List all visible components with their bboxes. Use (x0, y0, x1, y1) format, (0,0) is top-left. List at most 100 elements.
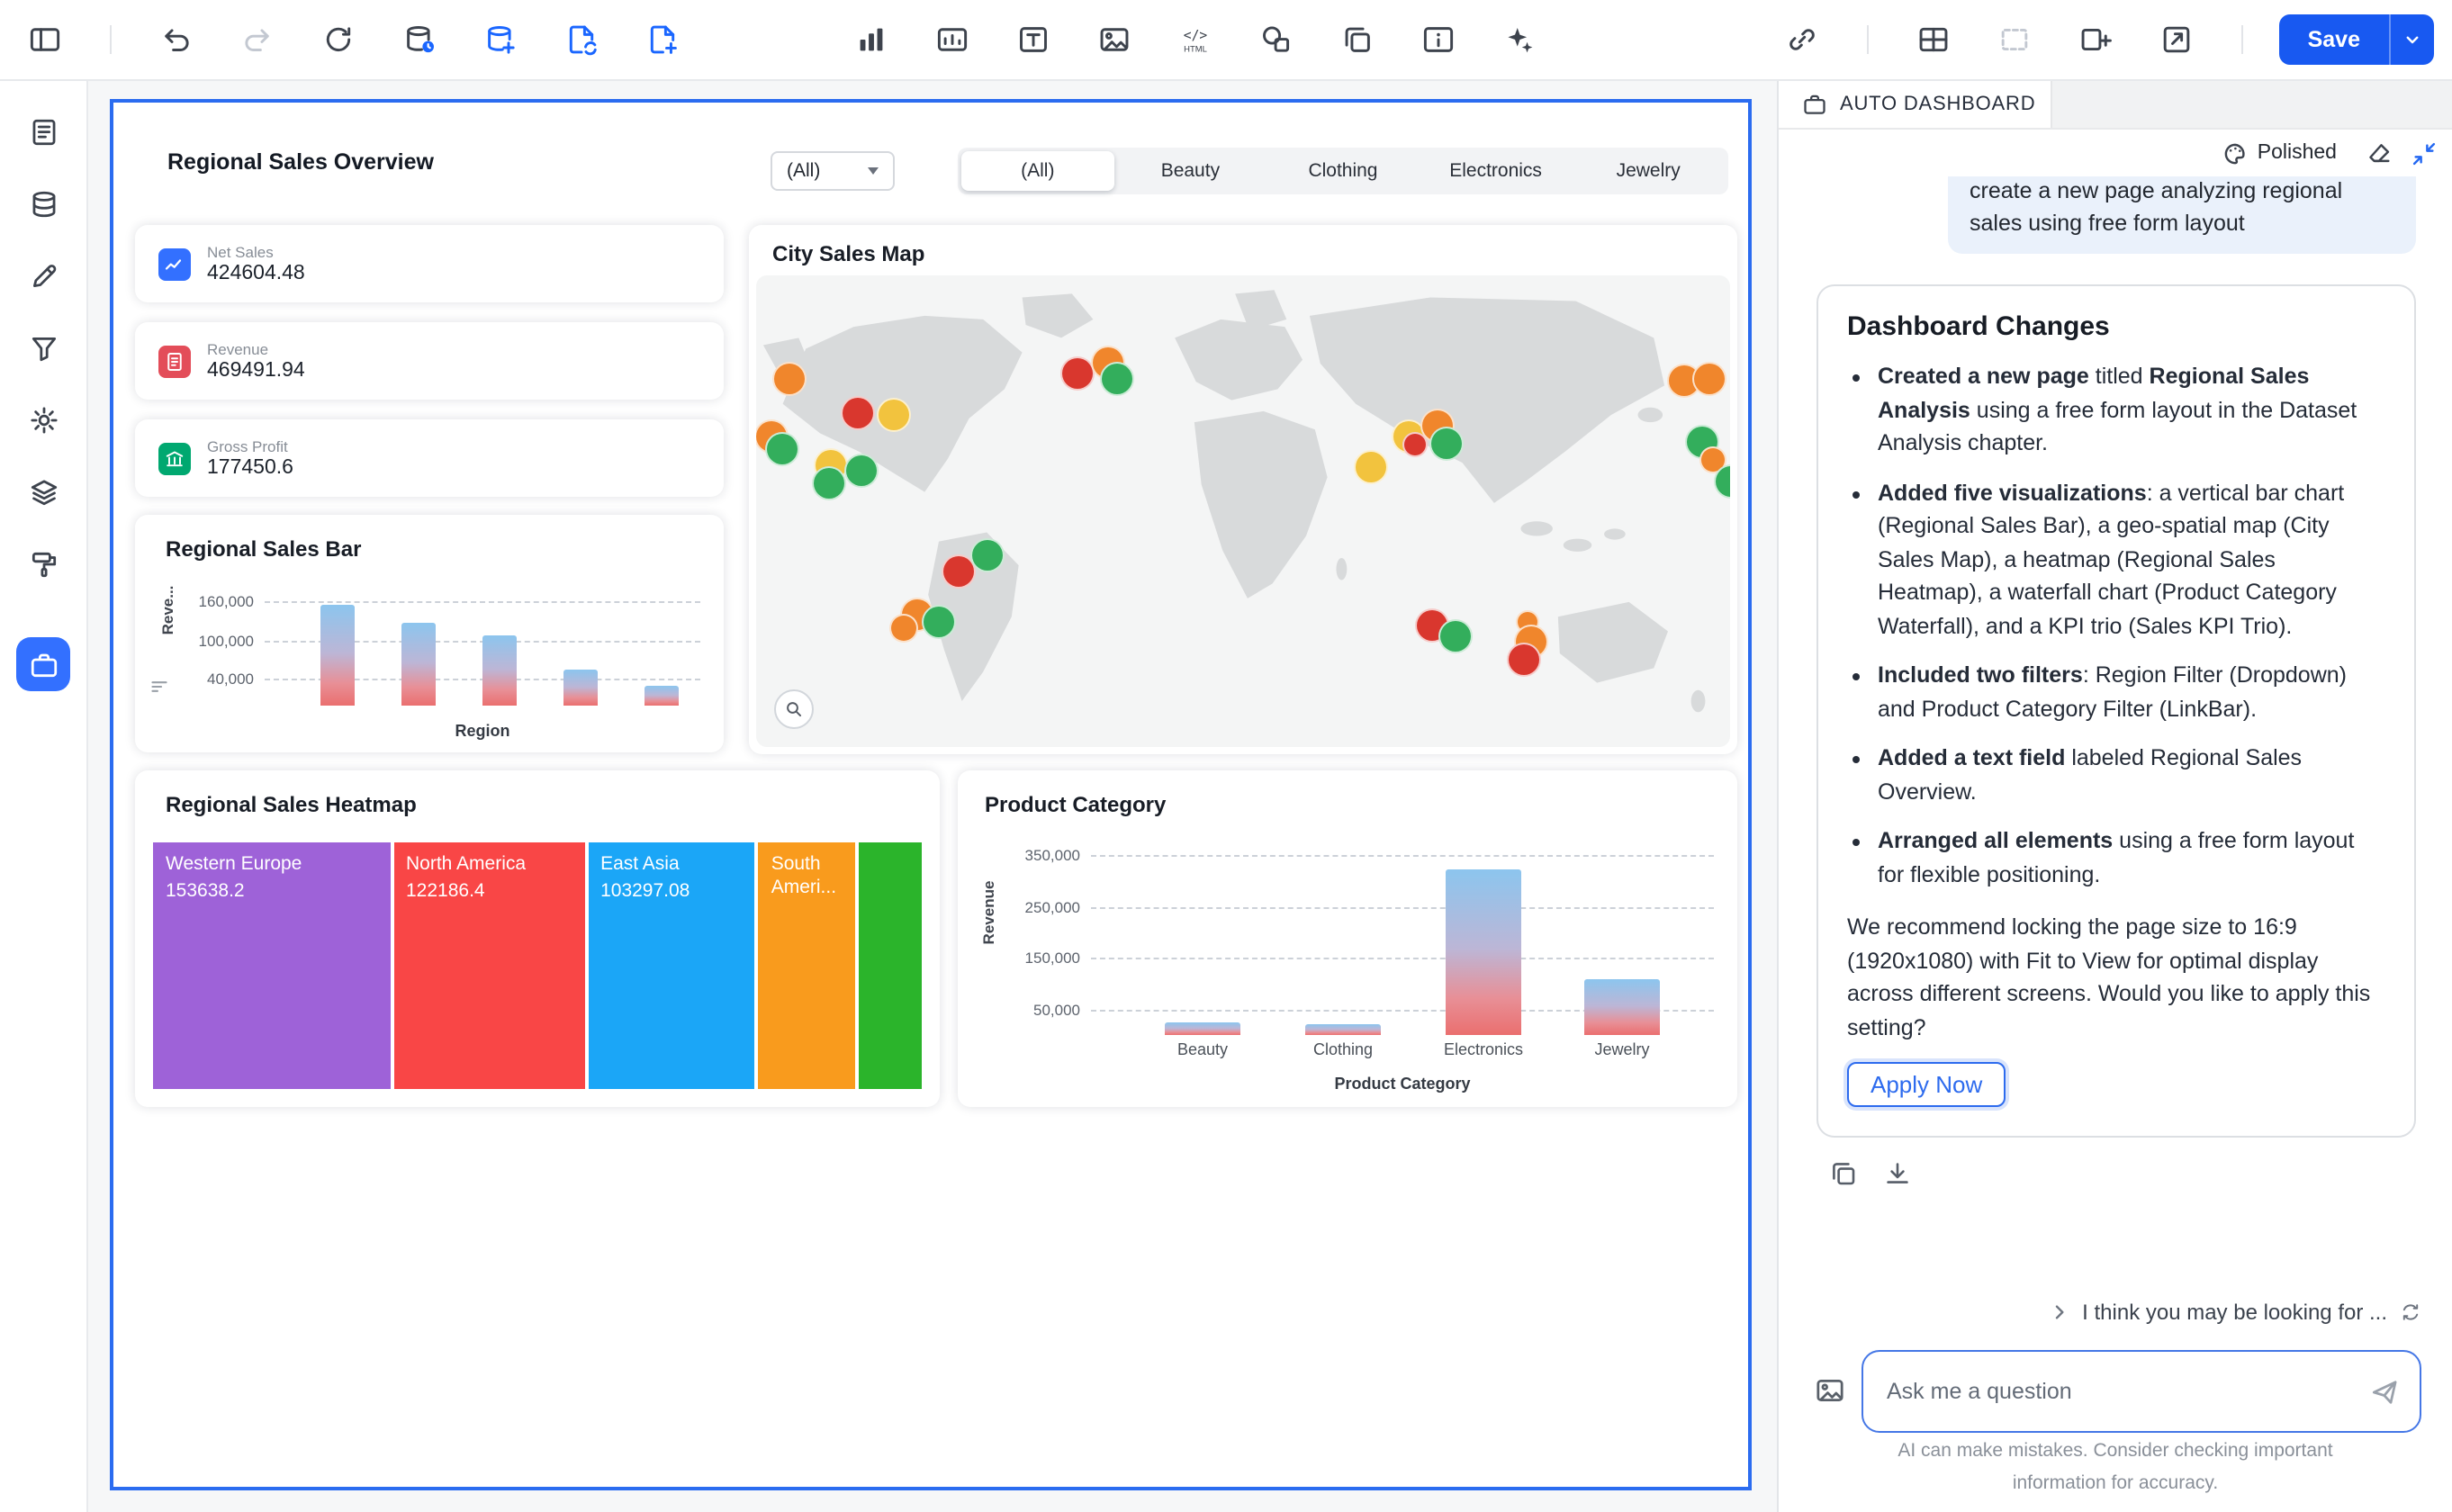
map-area[interactable] (756, 275, 1730, 747)
insert-shape-icon[interactable] (1260, 23, 1293, 56)
map-bubble[interactable] (876, 397, 910, 431)
map-bubble[interactable] (1099, 361, 1133, 395)
map-bubble[interactable] (811, 465, 845, 500)
heatmap-block[interactable]: North America122186.4 (393, 842, 584, 1089)
map-bubble[interactable] (1059, 356, 1094, 390)
insert-image-icon[interactable] (1098, 23, 1131, 56)
heatmap-block[interactable]: Western Europe153638.2 (153, 842, 390, 1089)
bar[interactable] (401, 623, 435, 706)
tab-auto-dashboard[interactable]: AUTO DASHBOARD (1779, 81, 2052, 128)
insert-text-icon[interactable] (1017, 23, 1050, 56)
kpi-card[interactable]: Revenue469491.94 (135, 322, 724, 400)
map-bubble[interactable] (941, 554, 975, 588)
heatmap-block[interactable]: South Ameri... (759, 842, 856, 1089)
save-dropdown-button[interactable] (2389, 14, 2434, 65)
map-bubble[interactable] (764, 431, 798, 465)
suggestion-row[interactable]: I think you may be looking for ... (2048, 1300, 2421, 1325)
save-button[interactable]: Save (2279, 14, 2389, 65)
sidebar-item-dashboard[interactable] (16, 637, 70, 691)
undo-icon[interactable] (160, 23, 193, 56)
duplicate-widget-icon[interactable] (1341, 23, 1374, 56)
refresh-icon[interactable] (322, 23, 355, 56)
page-title-text[interactable]: Regional Sales Overview (167, 149, 434, 175)
map-bubble[interactable] (1438, 618, 1472, 652)
bar[interactable] (1584, 978, 1660, 1036)
axis-options-icon[interactable] (149, 677, 169, 697)
city-sales-map-widget[interactable]: City Sales Map (749, 225, 1737, 754)
regional-sales-bar-widget[interactable]: Regional Sales Bar Reve... 160,000100,00… (135, 515, 724, 752)
clear-chat-icon[interactable] (2366, 140, 2393, 166)
bar[interactable] (482, 635, 516, 706)
regional-sales-heatmap-widget[interactable]: Regional Sales Heatmap Western Europe153… (135, 770, 940, 1107)
dataset-status-icon[interactable] (403, 23, 436, 56)
change-bullet: Arranged all elements using a free form … (1878, 824, 2385, 891)
duplicate-page-icon[interactable] (565, 23, 598, 56)
selection-icon[interactable] (1998, 23, 2031, 56)
kpi-value: 177450.6 (207, 457, 293, 479)
insert-panel-icon[interactable] (2079, 23, 2112, 56)
map-bubble[interactable] (921, 604, 955, 638)
bar[interactable] (644, 686, 678, 706)
map-bubble[interactable] (843, 453, 878, 487)
question-input[interactable] (1863, 1352, 2420, 1431)
panel-toggle-icon[interactable] (29, 23, 61, 56)
copy-response-icon[interactable] (1829, 1159, 1858, 1188)
category-tab-beauty[interactable]: Beauty (1114, 151, 1267, 191)
insert-card-icon[interactable] (936, 23, 969, 56)
category-tab-clothing[interactable]: Clothing (1267, 151, 1420, 191)
insert-info-card-icon[interactable] (1422, 23, 1455, 56)
refresh-suggestion-icon[interactable] (2400, 1301, 2421, 1323)
sidebar-item-outline[interactable] (28, 117, 59, 148)
map-bubble[interactable] (889, 614, 918, 643)
insert-chart-icon[interactable] (855, 23, 888, 56)
attach-image-icon[interactable] (1815, 1375, 1845, 1406)
map-bubble[interactable] (969, 537, 1004, 572)
heatmap-block[interactable]: East Asia103297.08 (588, 842, 755, 1089)
send-icon[interactable] (2369, 1377, 2400, 1408)
sidebar-item-theme[interactable] (28, 549, 59, 580)
collapse-panel-icon[interactable] (2411, 140, 2438, 166)
map-zoom-button[interactable] (774, 689, 814, 729)
category-tab-jewelry[interactable]: Jewelry (1572, 151, 1725, 191)
sidebar-item-edit[interactable] (28, 261, 59, 292)
sidebar-item-data[interactable] (28, 189, 59, 220)
map-bubble[interactable] (1402, 432, 1428, 457)
bar[interactable] (1165, 1022, 1240, 1036)
download-response-icon[interactable] (1883, 1159, 1912, 1188)
map-bubble[interactable] (840, 395, 874, 429)
layout-grid-icon[interactable] (1917, 23, 1950, 56)
style-palette-icon[interactable] (2222, 140, 2249, 166)
redo-icon[interactable] (241, 23, 274, 56)
sidebar-item-filter[interactable] (28, 333, 59, 364)
product-category-widget[interactable]: Product Category Revenue 350,000250,0001… (958, 770, 1737, 1107)
bar[interactable] (563, 670, 597, 706)
svg-text:HTML: HTML (1184, 45, 1207, 55)
map-bubble[interactable] (1691, 361, 1726, 395)
insert-html-icon[interactable]: </>HTML (1179, 23, 1212, 56)
heatmap-block[interactable] (860, 842, 922, 1089)
sidebar-item-layers[interactable] (28, 477, 59, 508)
export-icon[interactable] (2160, 23, 2193, 56)
message-actions (1816, 1159, 2416, 1188)
add-page-icon[interactable] (646, 23, 679, 56)
kpi-card[interactable]: Net Sales424604.48 (135, 225, 724, 302)
map-bubble[interactable] (1429, 426, 1463, 460)
sidebar-item-settings[interactable] (28, 405, 59, 436)
apply-now-button[interactable]: Apply Now (1847, 1062, 2006, 1107)
map-bubble[interactable] (1506, 642, 1540, 676)
map-bubble[interactable] (771, 361, 806, 395)
bar[interactable] (1305, 1024, 1381, 1036)
region-filter-dropdown[interactable]: (All) (771, 151, 895, 191)
category-tab-electronics[interactable]: Electronics (1420, 151, 1573, 191)
dashboard-page[interactable]: Regional Sales Overview (All) (All)Beaut… (110, 99, 1752, 1490)
kpi-card[interactable]: Gross Profit177450.6 (135, 419, 724, 497)
category-tab-all[interactable]: (All) (961, 151, 1114, 191)
add-dataset-icon[interactable] (484, 23, 517, 56)
bar[interactable] (320, 605, 354, 706)
link-icon[interactable] (1786, 23, 1818, 56)
style-selector[interactable]: Polished (2258, 142, 2337, 164)
change-bullet: Created a new page titled Regional Sales… (1878, 360, 2385, 460)
ai-sparkle-icon[interactable] (1503, 23, 1536, 56)
map-bubble[interactable] (1353, 449, 1387, 483)
bar[interactable] (1446, 868, 1521, 1036)
